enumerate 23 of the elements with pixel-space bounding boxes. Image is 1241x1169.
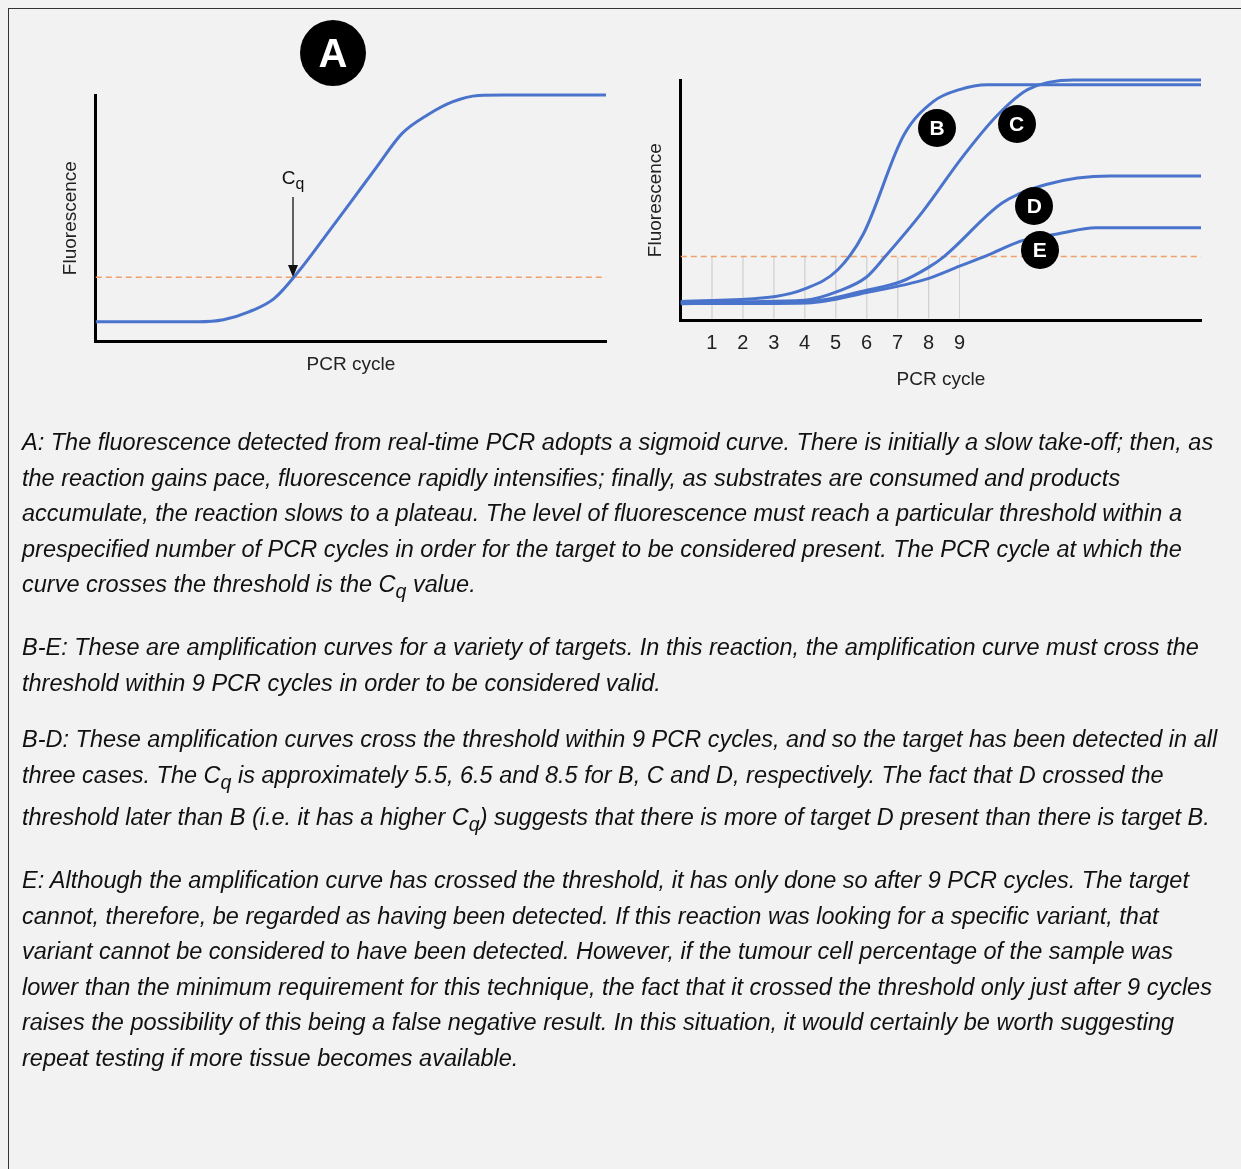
x-tick-label: 2 (737, 330, 749, 353)
text: B-E: These are amplification curves for a variety of targets. In this reaction, the amplification curve must cross the threshold within 9 PCR cycles in order to be considered valid. (22, 633, 1200, 698)
series-label: B (917, 109, 956, 148)
x-axis-title: PCR cycle (896, 367, 986, 389)
annotation: C$_{q}$ (281, 167, 305, 193)
chart-title: A (299, 20, 366, 86)
x-tick-label: 3 (768, 330, 780, 353)
x-tick-label: 9 (953, 330, 966, 353)
series-label: D (1015, 186, 1054, 225)
y-axis-title: Fluorescence (643, 143, 665, 258)
text: B-D: These amplification curves cross the threshold within 9 PCR cycles, and so the target has been detected in all three cases. The C$_{q}$ is approximately 5.5, 6.5 and 8.5 for B, C and D, respectively. The fact that D crossed the threshold later than B (i.e. it has a higher C$_{q}$) suggests that there is more of target D present than there is target B. (22, 725, 1219, 837)
x-axis-title: PCR cycle (306, 352, 396, 374)
x-tick-label: 6 (861, 330, 873, 353)
x-tick-label: 4 (799, 330, 811, 353)
y-axis-title: Fluorescence (58, 161, 80, 276)
text: E: Although the amplification curve has crossed the threshold, it has only done so after 9 PCR cycles. The target cannot, therefore, be regarded as having been detected. If this reaction was looking for a specific variant, that variant cannot be considered to have been detected. However, if the tumour cell percentage of the sample was lower than the minimum requirement for this technique, the fact that it crossed the threshold only just after 9 cycles raises the possibility of this being a false negative result. In this situation, it would certainly be worth suggesting repeat testing if more tissue becomes available. (22, 866, 1213, 1073)
x-tick-label: 8 (922, 330, 935, 353)
x-tick-label: 5 (830, 330, 842, 353)
series-label: E (1020, 230, 1059, 269)
x-tick-label: 1 (706, 330, 718, 353)
text: A: The fluorescence detected from real-time PCR adopts a sigmoid curve. There is initially a slow take-off; then, as the reaction gains pace, fluorescence rapidly intensifies; finally, as substrates are consumed and products accumulate, the reaction slows to a plateau. The level of fluorescence must reach a particular threshold within a prespecified number of PCR cycles in order for the target to be considered present. The PCR cycle at which the curve crosses the threshold is the C$_{q}$ value. (22, 428, 1215, 604)
series-label: C (997, 105, 1036, 144)
x-tick-label: 7 (891, 330, 904, 353)
